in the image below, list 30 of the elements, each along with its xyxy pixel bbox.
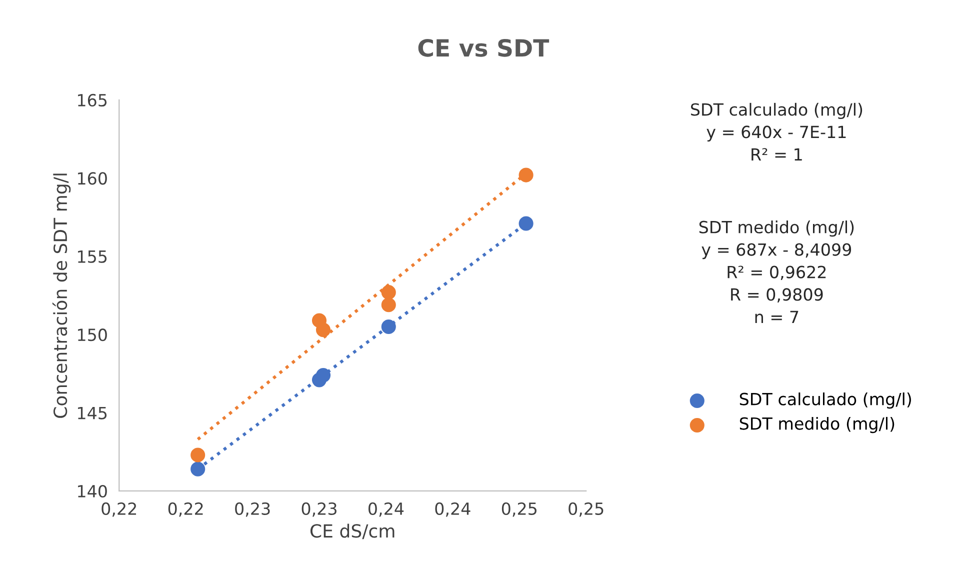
x-tick-label: 0,23 <box>235 502 270 517</box>
y-tick-label: 140 <box>78 484 107 498</box>
legend-label: SDT calculado (mg/l) <box>740 392 911 409</box>
x-tick-label: 0,22 <box>168 502 203 517</box>
point <box>381 298 396 312</box>
x-tick-label: 0,24 <box>435 502 470 517</box>
point <box>518 168 534 182</box>
point <box>316 368 331 383</box>
point <box>381 319 396 334</box>
legend-label: SDT medido (mg/l) <box>740 416 894 434</box>
y-tick-label: 145 <box>78 406 107 420</box>
x-axis-title: CE dS/cm <box>310 524 394 540</box>
y-tick-label: 160 <box>78 172 107 185</box>
x-tick-label: 0,25 <box>568 502 604 517</box>
y-tick-label: 165 <box>78 94 107 107</box>
point <box>190 448 206 462</box>
x-tick-label: 0,25 <box>502 502 536 517</box>
chart-title: CE vs SDT <box>418 38 550 57</box>
point <box>518 216 534 231</box>
x-tick-label: 0,23 <box>302 502 336 517</box>
y-tick-label: 150 <box>78 328 107 342</box>
y-axis-title: Concentración de SDT mg/l <box>52 174 71 418</box>
x-tick-label: 0,24 <box>368 502 404 517</box>
text: SDT calculado (mg/l) y = 640x - 7E-11 R² = 1 <box>690 102 862 160</box>
point <box>316 322 331 338</box>
text: SDT medido (mg/l) y = 687x - 8,4099 R² = 0,9622 R = 0,9809 n = 7 <box>699 220 854 324</box>
y-tick-label: 155 <box>78 250 107 263</box>
x-tick-label: 0,22 <box>102 502 136 517</box>
point <box>381 285 396 300</box>
point <box>190 462 206 476</box>
